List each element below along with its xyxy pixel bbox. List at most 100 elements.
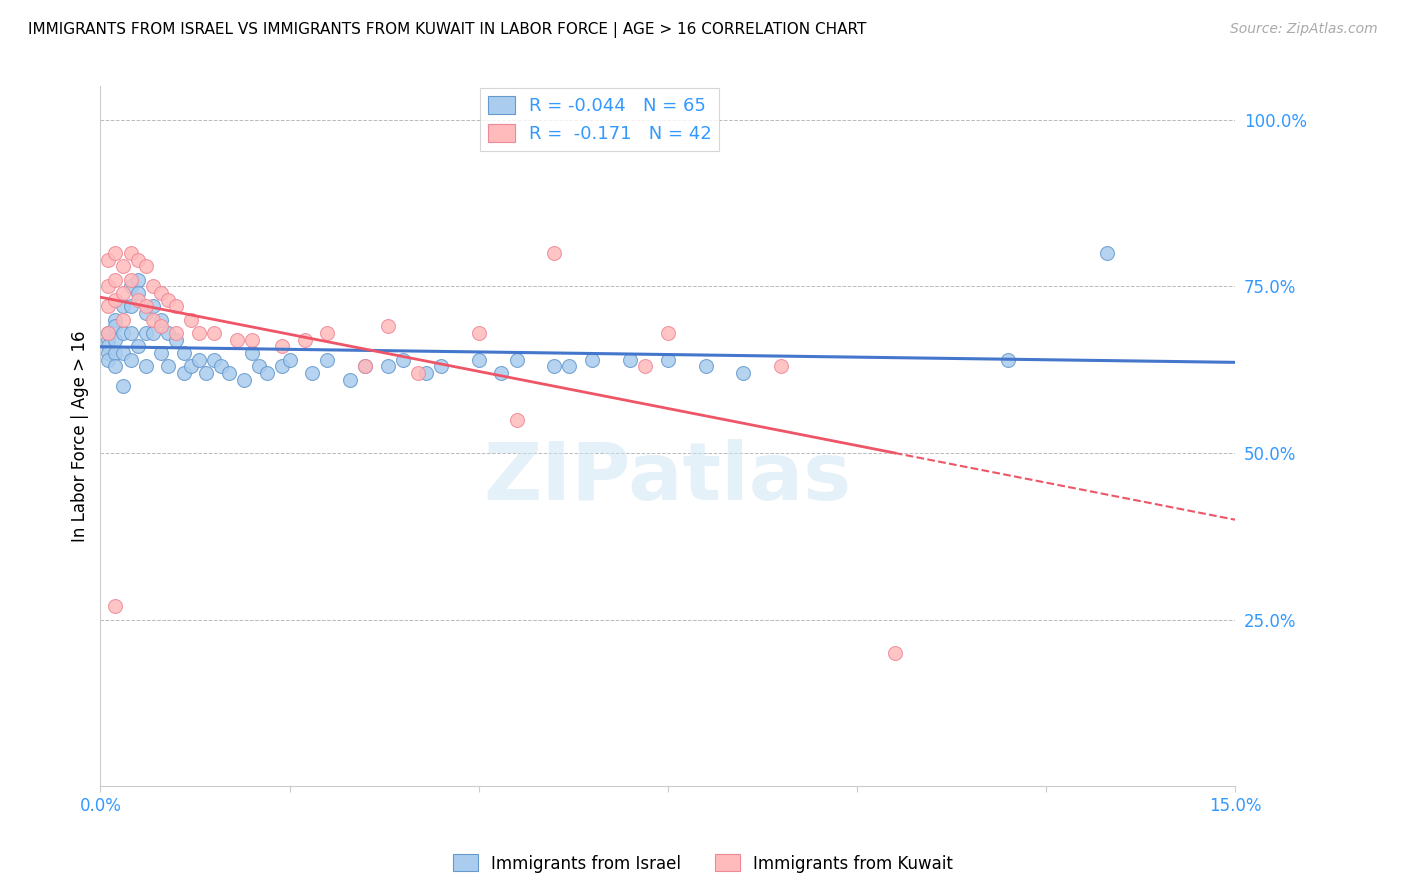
Point (120, 246, 142, 260)
Point (634, 359, 657, 374)
Point (240, 333, 263, 347)
Point (467, 352, 489, 367)
Point (97, 339, 120, 353)
Point (112, 346, 135, 360)
Point (157, 359, 180, 374)
Point (180, 312, 202, 326)
Point (406, 366, 429, 380)
Point (104, 333, 127, 347)
Point (120, 352, 142, 367)
Point (149, 285, 172, 300)
Point (104, 272, 127, 286)
Point (104, 293, 127, 307)
Point (127, 293, 149, 307)
Point (112, 285, 135, 300)
Point (209, 359, 232, 374)
Point (354, 359, 377, 374)
Point (543, 246, 565, 260)
Point (127, 339, 149, 353)
Point (195, 366, 218, 380)
Point (294, 333, 316, 347)
Point (135, 306, 157, 320)
Point (377, 359, 399, 374)
Point (104, 346, 127, 360)
Point (271, 339, 294, 353)
Point (558, 359, 581, 374)
Point (377, 319, 399, 334)
Point (97, 326, 120, 340)
Legend: R = -0.044   N = 65, R =  -0.171   N = 42: R = -0.044 N = 65, R = -0.171 N = 42 (481, 88, 718, 151)
Point (120, 272, 142, 286)
Point (97, 346, 120, 360)
Point (316, 352, 339, 367)
Point (120, 326, 142, 340)
Point (142, 279, 165, 293)
Point (120, 299, 142, 313)
Point (278, 352, 301, 367)
Text: IMMIGRANTS FROM ISRAEL VS IMMIGRANTS FROM KUWAIT IN LABOR FORCE | AGE > 16 CORRE: IMMIGRANTS FROM ISRAEL VS IMMIGRANTS FRO… (28, 22, 866, 38)
Point (467, 326, 489, 340)
Point (157, 326, 180, 340)
Point (695, 359, 717, 374)
Text: Source: ZipAtlas.com: Source: ZipAtlas.com (1230, 22, 1378, 37)
Point (301, 366, 323, 380)
Point (392, 352, 415, 367)
Point (619, 352, 641, 367)
Point (354, 359, 377, 374)
Point (97, 279, 120, 293)
Point (104, 599, 127, 614)
Point (240, 346, 263, 360)
Point (157, 293, 180, 307)
Point (202, 326, 225, 340)
Point (430, 359, 453, 374)
Point (142, 299, 165, 313)
Point (173, 346, 195, 360)
Point (173, 366, 195, 380)
Point (97, 252, 120, 267)
Point (135, 326, 157, 340)
Text: ZIPatlas: ZIPatlas (484, 439, 852, 517)
Point (581, 352, 603, 367)
Point (142, 326, 165, 340)
Point (165, 326, 187, 340)
Point (187, 352, 209, 367)
Point (127, 285, 149, 300)
Point (97, 352, 120, 367)
Point (770, 359, 793, 374)
Point (225, 333, 247, 347)
Point (112, 260, 135, 274)
Point (1095, 246, 1118, 260)
Point (165, 333, 187, 347)
Point (127, 272, 149, 286)
Point (135, 359, 157, 374)
Point (112, 299, 135, 313)
Point (149, 319, 172, 334)
Point (97, 333, 120, 347)
Point (112, 312, 135, 326)
Point (316, 326, 339, 340)
Legend: Immigrants from Israel, Immigrants from Kuwait: Immigrants from Israel, Immigrants from … (446, 847, 960, 880)
Point (543, 359, 565, 374)
Point (104, 359, 127, 374)
Point (271, 359, 294, 374)
Point (120, 279, 142, 293)
Point (104, 319, 127, 334)
Point (97, 299, 120, 313)
Point (883, 646, 905, 660)
Point (104, 312, 127, 326)
Point (415, 366, 437, 380)
Point (202, 352, 225, 367)
Point (339, 373, 361, 387)
Point (127, 252, 149, 267)
Point (135, 299, 157, 313)
Point (218, 366, 240, 380)
Point (112, 379, 135, 393)
Point (135, 260, 157, 274)
Point (733, 366, 755, 380)
Point (505, 352, 527, 367)
Point (149, 346, 172, 360)
Point (165, 299, 187, 313)
Point (505, 412, 527, 426)
Point (997, 352, 1019, 367)
Point (233, 373, 256, 387)
